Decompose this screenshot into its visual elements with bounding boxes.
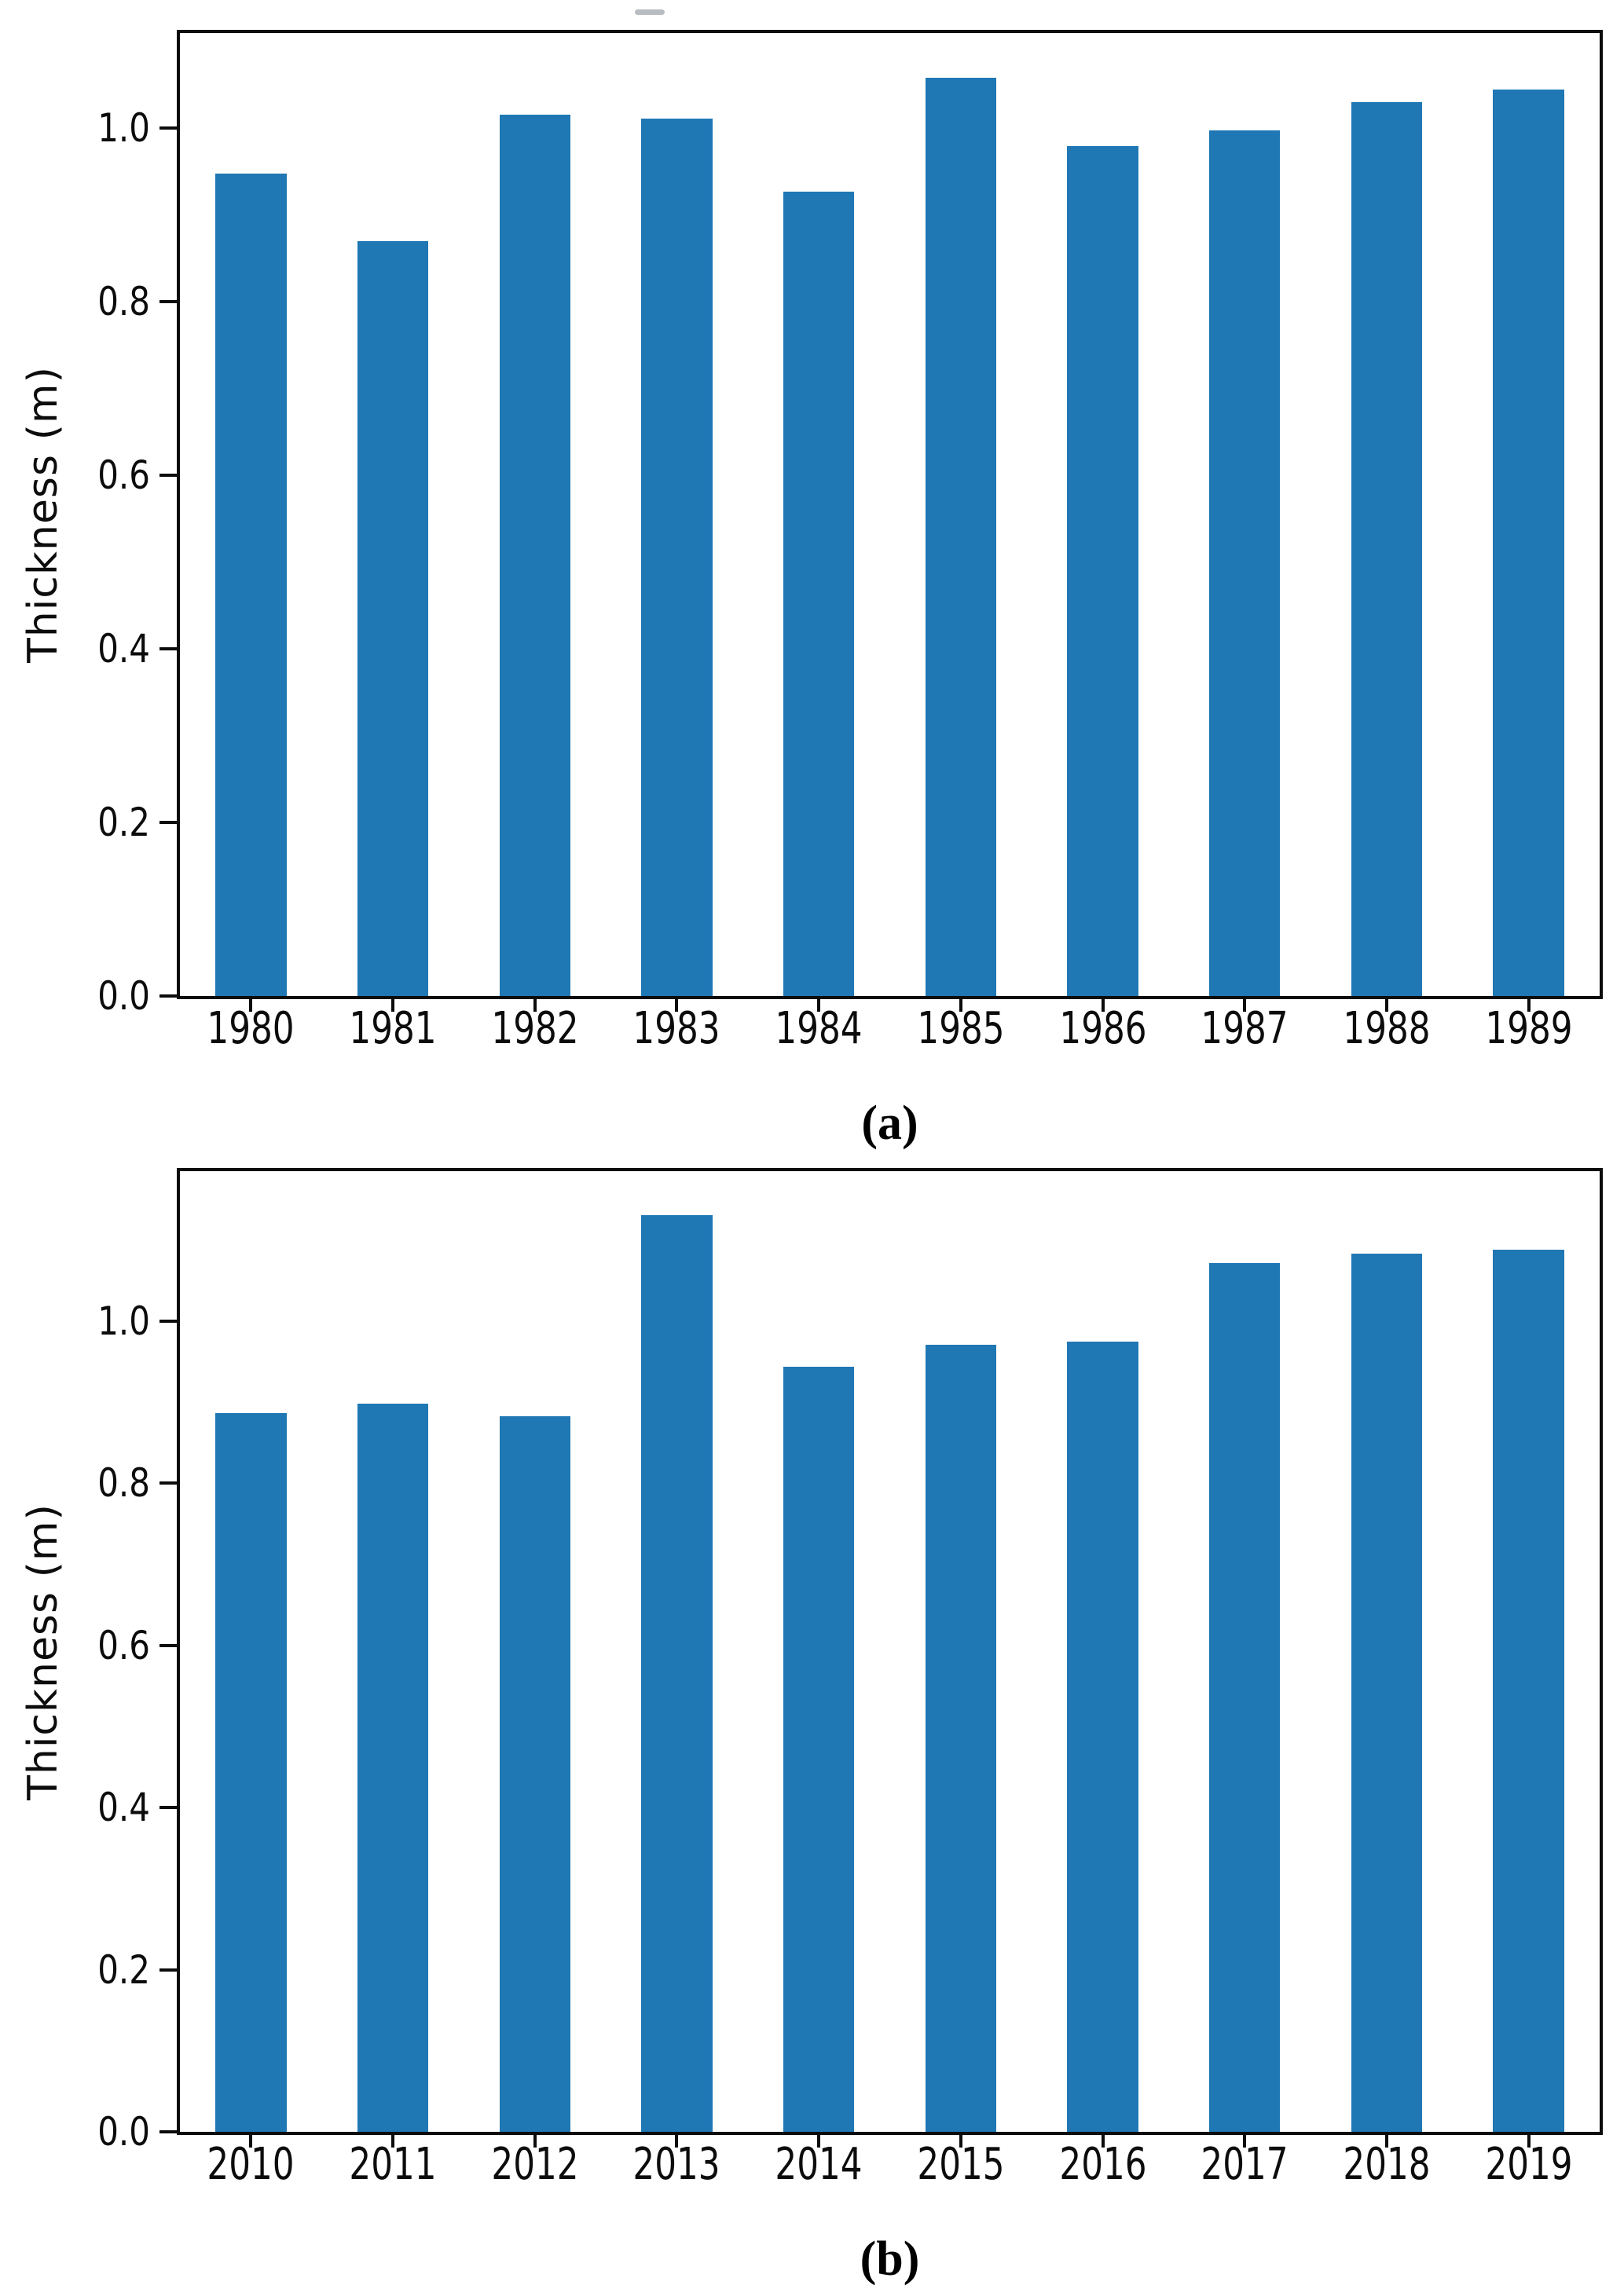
x-tick-mark [1384, 2135, 1388, 2148]
bar-2012 [499, 1415, 570, 2132]
x-tick-label-2014: 2014 [775, 2139, 863, 2190]
x-tick-label-2012: 2012 [491, 2139, 579, 2190]
x-tick-mark [675, 999, 679, 1012]
bar-1988 [1351, 102, 1423, 996]
y-tick-label-0.2: 0.2 [97, 800, 150, 846]
y-tick-label-0.0: 0.0 [97, 973, 150, 1019]
x-tick-mark [533, 999, 537, 1012]
x-tick-label-2011: 2011 [349, 2139, 437, 2190]
x-tick-mark [391, 2135, 395, 2148]
x-tick-label-1982: 1982 [491, 1003, 579, 1054]
y-tick-label-0.8: 0.8 [97, 1460, 150, 1507]
panel-caption-b: (b) [860, 2232, 920, 2286]
x-tick-mark [1243, 999, 1247, 1012]
x-tick-label-2018: 2018 [1343, 2139, 1431, 2190]
x-tick-mark [533, 2135, 537, 2148]
bar-1985 [925, 78, 997, 996]
bar-2019 [1493, 1250, 1564, 2132]
x-tick-label-1988: 1988 [1343, 1003, 1431, 1054]
x-tick-mark [249, 2135, 253, 2148]
x-tick-mark [959, 999, 962, 1012]
y-tick-label-0.4: 0.4 [97, 1785, 150, 1831]
stray-dash-artifact [635, 9, 665, 15]
x-tick-mark [959, 2135, 962, 2148]
x-tick-label-1985: 1985 [917, 1003, 1005, 1054]
x-tick-mark [391, 999, 395, 1012]
bar-1983 [641, 119, 713, 996]
bar-1981 [357, 241, 429, 996]
x-tick-mark [1527, 999, 1531, 1012]
x-tick-mark [249, 999, 253, 1012]
x-tick-label-2017: 2017 [1201, 2139, 1289, 2190]
bar-2014 [783, 1366, 855, 2132]
x-tick-label-1989: 1989 [1485, 1003, 1573, 1054]
bar-1980 [215, 173, 287, 996]
x-tick-mark [817, 2135, 821, 2148]
y-tick-label-0.4: 0.4 [97, 626, 150, 672]
y-tick-label-0.6: 0.6 [97, 452, 150, 499]
x-tick-label-1983: 1983 [632, 1003, 721, 1054]
x-tick-label-1987: 1987 [1201, 1003, 1289, 1054]
y-tick-mark [159, 1319, 177, 1323]
bar-2018 [1351, 1254, 1423, 2132]
y-tick-mark [159, 1968, 177, 1972]
plot-area-a: 0.0 0.2 0.4 0.6 0.8 1.0 1980 1981 1982 1983 1984 19… [97, 30, 1603, 1053]
x-tick-mark [1527, 2135, 1531, 2148]
y-tick-mark [159, 647, 177, 651]
y-tick-mark [159, 821, 177, 825]
x-tick-label-2019: 2019 [1485, 2139, 1573, 2190]
bar-2016 [1067, 1341, 1138, 2132]
x-tick-label-2015: 2015 [917, 2139, 1005, 2190]
x-tick-mark [1101, 999, 1105, 1012]
bar-1982 [499, 114, 570, 996]
bar-2015 [925, 1344, 997, 2132]
y-tick-mark [159, 2130, 177, 2133]
panel-a: Thickness (m) 0.0 0.2 0.4 0.6 0.8 1.0 1980 1981… [20, 30, 1603, 1148]
y-tick-label-1.0: 1.0 [97, 1298, 150, 1344]
x-tick-label-1980: 1980 [207, 1003, 295, 1054]
y-tick-mark [159, 126, 177, 130]
y-tick-mark [159, 1481, 177, 1485]
bar-2010 [215, 1412, 287, 2132]
y-tick-label-0.2: 0.2 [97, 1946, 150, 1993]
x-tick-mark [817, 999, 821, 1012]
y-tick-mark [159, 994, 177, 998]
bar-1986 [1067, 145, 1138, 996]
panel-caption-a: (a) [861, 1097, 918, 1150]
x-tick-label-2016: 2016 [1058, 2139, 1147, 2190]
x-tick-label-1986: 1986 [1058, 1003, 1147, 1054]
y-tick-mark [159, 1806, 177, 1810]
x-tick-label-2010: 2010 [207, 2139, 295, 2190]
bar-1987 [1209, 130, 1281, 996]
x-tick-mark [1101, 2135, 1105, 2148]
y-tick-mark [159, 1643, 177, 1647]
x-tick-label-2013: 2013 [632, 2139, 721, 2190]
x-tick-mark [1243, 2135, 1247, 2148]
y-tick-mark [159, 474, 177, 478]
x-tick-mark [1384, 999, 1388, 1012]
x-tick-label-1981: 1981 [349, 1003, 437, 1054]
bar-2011 [357, 1404, 429, 2132]
bar-2013 [641, 1214, 713, 2132]
y-axis-title-a: Thickness (m) [20, 366, 67, 663]
panel-b: Thickness (m) 0.0 0.2 0.4 0.6 0.8 1.0 2010 2011… [20, 1168, 1603, 2284]
y-tick-label-1.0: 1.0 [97, 105, 150, 152]
y-tick-label-0.8: 0.8 [97, 279, 150, 325]
x-tick-mark [675, 2135, 679, 2148]
bar-2017 [1209, 1262, 1281, 2132]
bar-1989 [1493, 89, 1564, 996]
y-tick-label-0.0: 0.0 [97, 2109, 150, 2155]
y-tick-label-0.6: 0.6 [97, 1622, 150, 1668]
x-tick-label-1984: 1984 [775, 1003, 863, 1054]
plot-area-b: 0.0 0.2 0.4 0.6 0.8 1.0 2010 2011 2012 2013 2014 20… [97, 1168, 1603, 2188]
bar-1984 [783, 192, 855, 996]
y-tick-mark [159, 300, 177, 304]
